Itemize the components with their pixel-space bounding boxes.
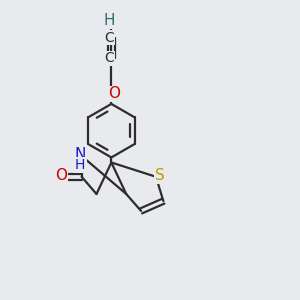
Text: C: C bbox=[104, 52, 114, 65]
Text: O: O bbox=[55, 168, 67, 183]
Text: N: N bbox=[74, 147, 86, 162]
Text: C: C bbox=[104, 31, 114, 45]
Text: H: H bbox=[103, 13, 115, 28]
Text: H: H bbox=[75, 158, 85, 172]
Text: S: S bbox=[155, 168, 165, 183]
Text: O: O bbox=[108, 86, 120, 101]
